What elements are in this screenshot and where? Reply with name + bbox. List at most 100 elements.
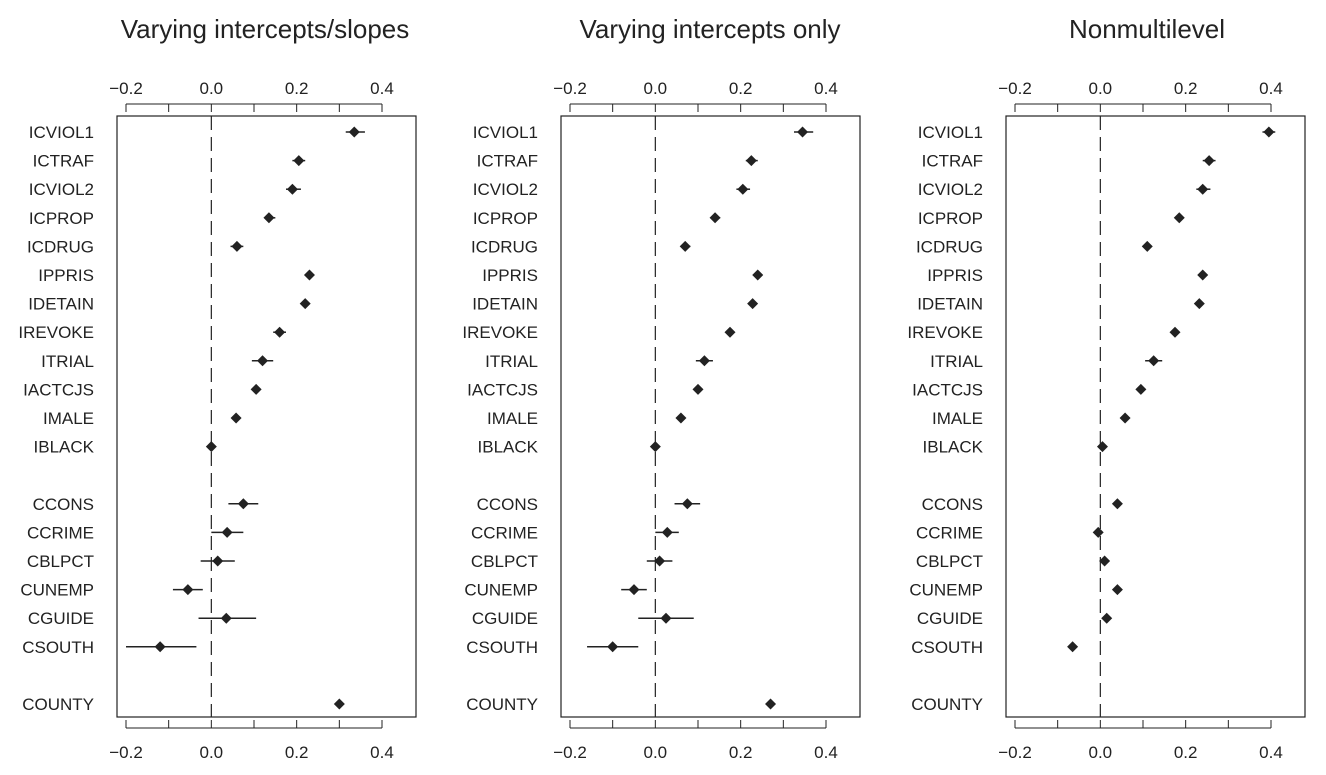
variable-label: IMALE [932,409,983,428]
estimate-point [205,441,217,453]
bottom-tick-label: 0.2 [1174,743,1198,762]
plot-frame [560,115,861,718]
variable-label: CCRIME [471,523,538,542]
top-tick-label: 0.4 [370,79,394,98]
top-tick-label: −0.2 [998,79,1032,98]
top-tick-label: 0.0 [200,79,224,98]
variable-label: CGUIDE [472,609,538,628]
bottom-tick-label: 0.0 [200,743,224,762]
estimate-point [797,126,809,138]
estimate-point [654,555,666,567]
bottom-tick-label: 0.4 [814,743,838,762]
estimate-point [661,526,673,538]
variable-label: IBLACK [478,438,539,457]
top-tick-label: 0.0 [644,79,668,98]
estimate-point [263,212,275,224]
variable-label: ICDRUG [27,237,94,256]
variable-label: ICTRAF [922,152,983,171]
top-tick-label: −0.2 [109,79,143,98]
variable-label: COUNTY [911,695,983,714]
estimate-point [221,526,233,538]
panel-title: Varying intercepts only [579,14,840,44]
estimate-point [274,326,286,338]
variable-label: IDETAIN [472,295,538,314]
variable-label: ICVIOL1 [918,123,983,142]
variable-label: ITRIAL [485,352,538,371]
variable-label: CCONS [922,495,983,514]
variable-label: CBLPCT [916,552,983,571]
estimate-point [230,412,242,424]
estimate-point [1197,269,1209,281]
estimate-point [1099,555,1111,567]
bottom-tick-label: −0.2 [998,743,1032,762]
variable-label: CCONS [33,495,94,514]
estimate-point [709,212,721,224]
variable-label: ICVIOL2 [29,180,94,199]
estimate-point [607,641,619,653]
top-tick-label: 0.4 [814,79,838,98]
bottom-tick-label: 0.2 [729,743,753,762]
top-tick-label: 0.0 [1089,79,1113,98]
estimate-point [1092,526,1104,538]
bottom-tick-label: 0.0 [1089,743,1113,762]
variable-label: ICDRUG [471,237,538,256]
variable-label: ITRIAL [41,352,94,371]
variable-label: ICTRAF [33,152,94,171]
variable-label: CCRIME [916,523,983,542]
variable-label: ICPROP [918,209,983,228]
plot-frame [116,115,417,718]
variable-label: IREVOKE [907,323,983,342]
variable-label: IDETAIN [28,295,94,314]
panel-1: Varying intercepts/slopes −0.2 −0.2 0.0 0.0 0… [18,14,417,762]
estimate-point [737,183,749,195]
estimate-point [220,612,232,624]
estimate-point [212,555,224,567]
estimate-point [1101,612,1113,624]
estimate-point [1141,240,1153,252]
variable-label: IREVOKE [18,323,94,342]
variable-label: CBLPCT [27,552,94,571]
estimate-point [1169,326,1181,338]
variable-label: COUNTY [466,695,538,714]
variable-label: CCONS [477,495,538,514]
estimate-point [303,269,315,281]
estimate-point [745,155,757,167]
estimate-point [1193,298,1205,310]
estimate-point [286,183,298,195]
estimate-point [747,298,759,310]
variable-label: CGUIDE [917,609,983,628]
variable-label: ICPROP [29,209,94,228]
estimate-point [293,155,305,167]
bottom-tick-label: −0.2 [109,743,143,762]
estimate-point [1096,441,1108,453]
top-tick-label: 0.2 [1174,79,1198,98]
variable-label: IDETAIN [917,295,983,314]
estimate-point [628,584,640,596]
estimate-point [333,698,345,710]
estimate-point [299,298,311,310]
top-tick-label: 0.2 [285,79,309,98]
variable-label: CCRIME [27,523,94,542]
estimate-point [681,498,693,510]
variable-label: IBLACK [34,438,95,457]
variable-label: IPPRIS [482,266,538,285]
variable-label: IMALE [43,409,94,428]
variable-label: ICVIOL1 [473,123,538,142]
bottom-tick-label: 0.4 [1259,743,1283,762]
estimate-point [1173,212,1185,224]
variable-label: ICVIOL2 [918,180,983,199]
variable-label: CUNEMP [464,581,538,600]
panel-title: Varying intercepts/slopes [121,14,410,44]
estimate-point [649,441,661,453]
bottom-tick-label: −0.2 [553,743,587,762]
estimate-point [231,240,243,252]
variable-label: ICVIOL2 [473,180,538,199]
bottom-tick-label: 0.0 [644,743,668,762]
variable-label: IACTCJS [467,380,538,399]
estimate-point [1119,412,1131,424]
estimate-point [1067,641,1079,653]
estimate-point [1135,383,1147,395]
estimate-point [1263,126,1275,138]
estimate-point [154,641,166,653]
